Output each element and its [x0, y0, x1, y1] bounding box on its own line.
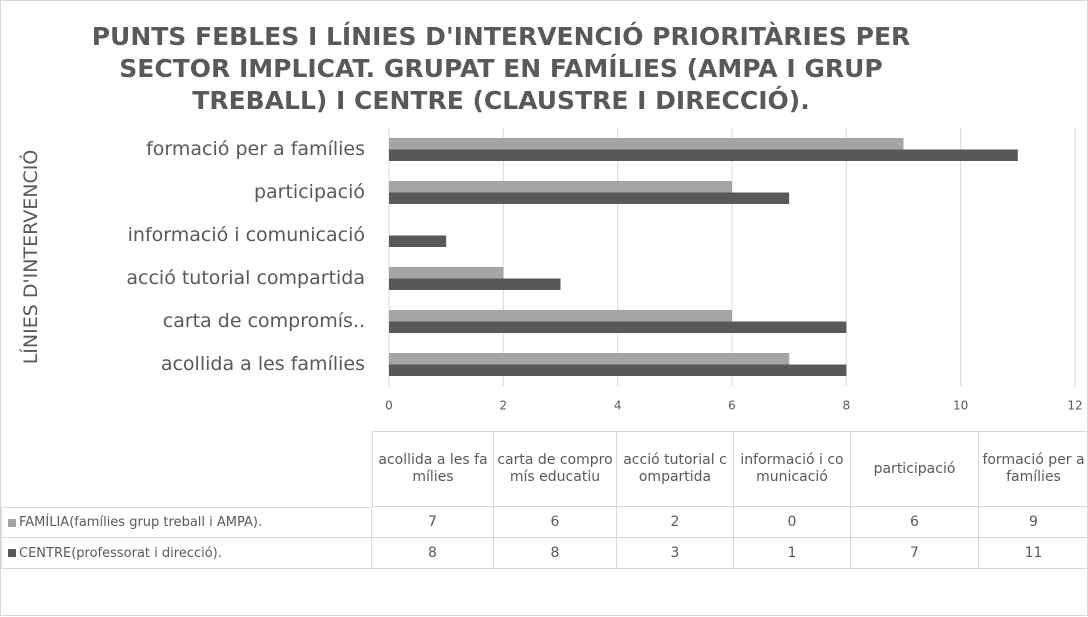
legend-label: FAMÍLIA(famílies grup treball i AMPA). — [19, 515, 263, 530]
x-tick-label: 4 — [614, 399, 622, 413]
table-header: informació i comunicació — [734, 431, 851, 507]
bar — [389, 364, 847, 376]
bar — [389, 310, 732, 322]
y-tick-label: acollida a les famílies — [161, 353, 365, 375]
table-header: acollida a les famílies — [372, 431, 494, 507]
bar — [389, 321, 847, 333]
bar — [389, 192, 790, 204]
legend-key — [8, 518, 16, 527]
y-tick-label: carta de compromís.. — [163, 310, 365, 332]
legend-label: CENTRE(professorat i direcció). — [19, 545, 222, 561]
x-tick-label: 0 — [385, 399, 393, 413]
chart-title: PUNTS FEBLES I LÍNIES D'INTERVENCIÓ PRIO… — [92, 21, 911, 115]
table-header: formació per a famílies — [979, 431, 1088, 507]
table-header: participació — [851, 431, 979, 507]
table-value: 0 — [734, 507, 851, 538]
table-value: 7 — [372, 507, 494, 538]
bar — [389, 138, 904, 150]
bar — [389, 235, 447, 247]
table-value: 6 — [851, 507, 979, 538]
y-tick-label: formació per a famílies — [146, 138, 365, 160]
table-row-header: CENTRE(professorat i direcció). — [1, 538, 372, 569]
legend-key — [8, 549, 16, 557]
bar — [389, 181, 732, 193]
table-header: carta de compromís educatiu — [494, 431, 617, 507]
x-tick-label: 12 — [1067, 399, 1082, 413]
y-axis-label: LÍNIES D'INTERVENCIÓ — [18, 150, 42, 365]
table-value: 3 — [617, 538, 734, 569]
x-tick-label: 6 — [728, 399, 736, 413]
table-value: 2 — [617, 507, 734, 538]
bar — [389, 278, 561, 290]
y-tick-label: acció tutorial compartida — [126, 267, 365, 289]
bar — [389, 353, 790, 365]
bar — [389, 267, 504, 279]
table-value: 8 — [494, 538, 617, 569]
table-row-header: FAMÍLIA(famílies grup treball i AMPA). — [1, 507, 372, 538]
table-value: 8 — [372, 538, 494, 569]
bar — [389, 149, 1018, 161]
y-tick-label: informació i comunicació — [128, 224, 365, 246]
table-header: acció tutorial compartida — [617, 431, 734, 507]
x-tick-label: 2 — [500, 399, 508, 413]
x-tick-label: 8 — [843, 399, 851, 413]
table-value: 1 — [734, 538, 851, 569]
table-value: 6 — [494, 507, 617, 538]
table-value: 9 — [979, 507, 1088, 538]
table-value: 11 — [979, 538, 1088, 569]
y-tick-label: participació — [254, 181, 365, 203]
x-tick-label: 10 — [953, 399, 968, 413]
table-value: 7 — [851, 538, 979, 569]
